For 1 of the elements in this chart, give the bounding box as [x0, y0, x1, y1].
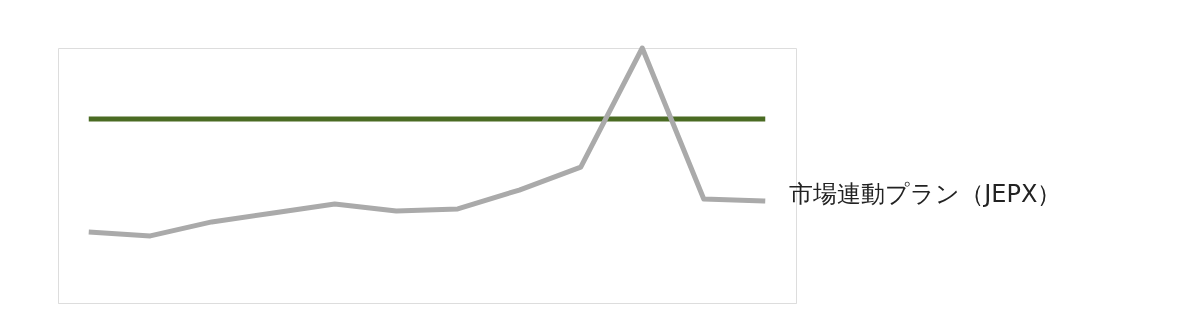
series-label: 市場連動プラン（JEPX）: [789, 180, 1062, 208]
